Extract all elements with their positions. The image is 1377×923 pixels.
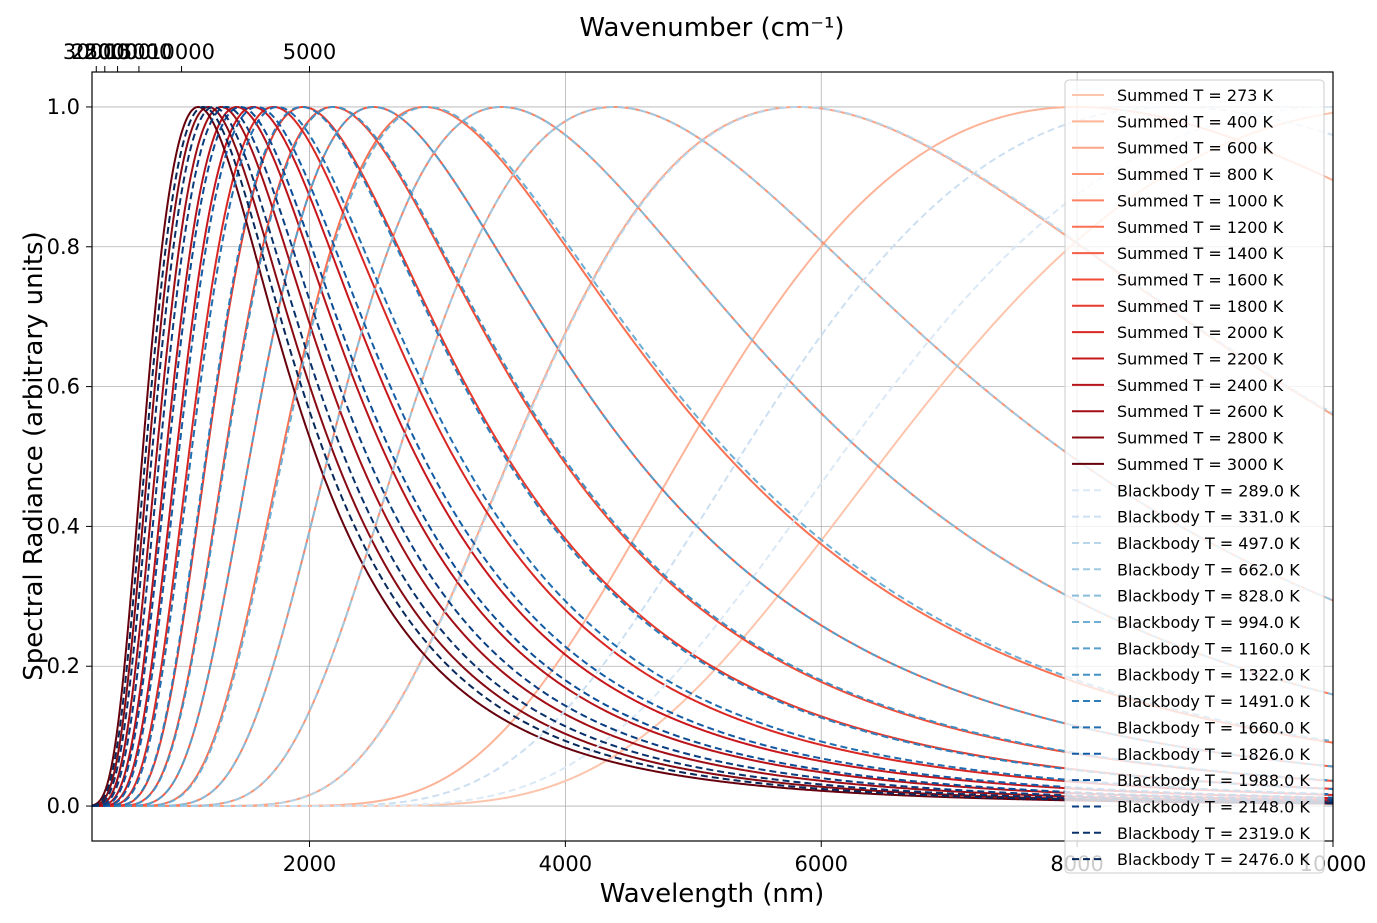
x-tick-label: 2000 bbox=[283, 852, 336, 876]
legend-entry: Blackbody T = 1491.0 K bbox=[1117, 692, 1310, 711]
legend-entry: Summed T = 2400 K bbox=[1117, 376, 1284, 395]
legend-entry: Blackbody T = 2476.0 K bbox=[1117, 850, 1310, 869]
legend-entry: Blackbody T = 2148.0 K bbox=[1117, 797, 1310, 816]
series-line-20 bbox=[92, 105, 1333, 808]
series-line-17 bbox=[92, 105, 1333, 808]
legend-entry: Summed T = 2200 K bbox=[1117, 350, 1284, 369]
legend-entry: Summed T = 1800 K bbox=[1117, 297, 1284, 316]
y-tick-label: 1.0 bbox=[47, 95, 80, 119]
legend-entry: Summed T = 1200 K bbox=[1117, 218, 1284, 237]
ticks: 2000400060008000100000.00.20.40.60.81.03… bbox=[47, 40, 1367, 876]
legend-entry: Blackbody T = 1160.0 K bbox=[1117, 639, 1310, 658]
legend-frame bbox=[1064, 79, 1325, 874]
y-tick-label: 0.2 bbox=[47, 654, 80, 678]
top-tick-label: 30000 bbox=[63, 40, 130, 64]
series-line-29 bbox=[92, 105, 1333, 807]
legend-entry: Blackbody T = 994.0 K bbox=[1117, 613, 1300, 632]
legend: Summed T = 273 K Summed T = 400 K Summed T… bbox=[1064, 79, 1325, 874]
legend-entry: Blackbody T = 1988.0 K bbox=[1117, 771, 1310, 790]
legend-entry: Summed T = 600 K bbox=[1117, 139, 1274, 158]
legend-entry: Summed T = 2000 K bbox=[1117, 323, 1284, 342]
y-tick-label: 0.4 bbox=[47, 514, 80, 538]
plot-frame bbox=[91, 71, 1334, 842]
top-tick-label: 5000 bbox=[283, 40, 336, 64]
legend-entry: Summed T = 800 K bbox=[1117, 165, 1274, 184]
legend-entry: Blackbody T = 289.0 K bbox=[1117, 481, 1300, 500]
legend-entry: Summed T = 273 K bbox=[1117, 86, 1274, 105]
legend-entry: Blackbody T = 497.0 K bbox=[1117, 534, 1300, 553]
top-tick-label: 10000 bbox=[148, 40, 215, 64]
legend-entry: Blackbody T = 331.0 K bbox=[1117, 508, 1300, 527]
legend-entry: Summed T = 1400 K bbox=[1117, 244, 1284, 263]
series-line-26 bbox=[92, 105, 1333, 808]
y-tick-label: 0.8 bbox=[47, 235, 80, 259]
legend-entry: Summed T = 2600 K bbox=[1117, 402, 1284, 421]
y-axis-label: Spectral Radiance (arbitrary units) bbox=[19, 231, 49, 680]
legend-entry: Blackbody T = 2319.0 K bbox=[1117, 824, 1310, 843]
top-tick-label: 25000 bbox=[71, 40, 138, 64]
legend-entry: Blackbody T = 828.0 K bbox=[1117, 587, 1300, 606]
legend-entry: Summed T = 400 K bbox=[1117, 112, 1274, 131]
legend-entry: Blackbody T = 1322.0 K bbox=[1117, 666, 1310, 685]
series-line-25 bbox=[92, 105, 1333, 808]
legend-entry: Blackbody T = 662.0 K bbox=[1117, 560, 1300, 579]
y-tick-label: 0.6 bbox=[47, 375, 80, 399]
x-axis-label: Wavelength (nm) bbox=[600, 879, 825, 909]
y-tick-label: 0.0 bbox=[47, 794, 80, 818]
legend-entry: Summed T = 1000 K bbox=[1117, 191, 1284, 210]
legend-entry: Blackbody T = 1826.0 K bbox=[1117, 745, 1310, 764]
top-axis-label: Wavenumber (cm⁻¹) bbox=[579, 13, 844, 43]
x-tick-label: 4000 bbox=[539, 852, 592, 876]
legend-entry: Summed T = 2800 K bbox=[1117, 429, 1284, 448]
legend-entry: Blackbody T = 1660.0 K bbox=[1117, 718, 1310, 737]
x-tick-label: 6000 bbox=[795, 852, 848, 876]
legend-entry: Summed T = 3000 K bbox=[1117, 455, 1284, 474]
legend-entry: Summed T = 1600 K bbox=[1117, 270, 1284, 289]
top-tick-label: 20000 bbox=[84, 40, 151, 64]
top-tick-label: 15000 bbox=[106, 40, 173, 64]
